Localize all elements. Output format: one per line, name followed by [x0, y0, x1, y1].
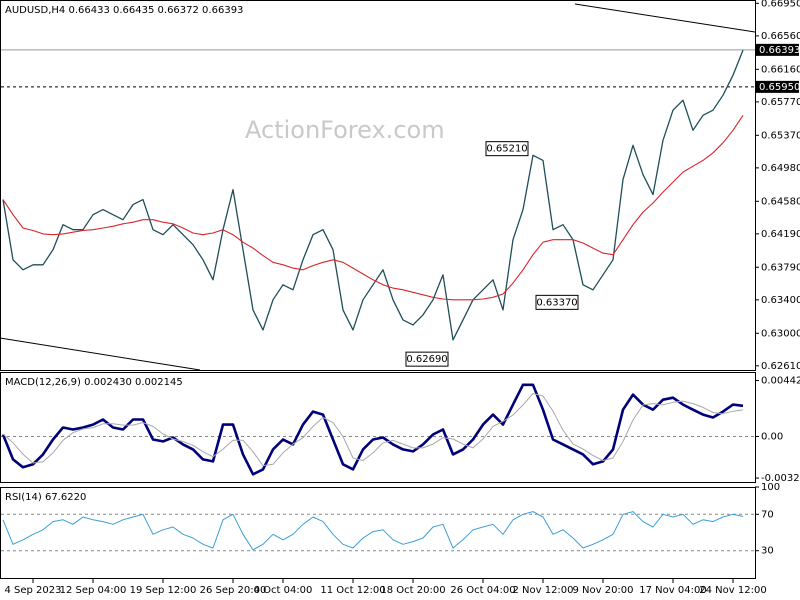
- y-tick-label: 100: [761, 482, 780, 493]
- price-tag: [756, 80, 799, 93]
- watermark: ActionForex.com: [245, 116, 445, 144]
- annotation-box: [405, 351, 449, 367]
- y-tick-label: 0.64980: [761, 163, 800, 174]
- y-tick-label: 0.63400: [761, 295, 800, 306]
- series-line: [2, 393, 744, 467]
- y-tick-label: 30: [761, 546, 774, 557]
- macd-panel: [0, 372, 756, 483]
- x-tick-label: 24 Nov 12:00: [699, 585, 766, 596]
- price-tag-label: 0.66393: [759, 45, 800, 56]
- y-tick-label: 0.63790: [761, 262, 800, 273]
- x-tick-label: 26 Sep 20:00: [200, 585, 267, 596]
- x-tick-label: 2 Nov 12:00: [512, 585, 573, 596]
- panel-title: AUDUSD,H4 0.66433 0.66435 0.66372 0.6639…: [5, 5, 243, 16]
- series-line: [2, 49, 744, 341]
- y-tick-label: 0.64190: [761, 229, 800, 240]
- x-tick-label: 18 Oct 20:00: [380, 585, 445, 596]
- y-tick-label: 0.66950: [761, 0, 800, 9]
- y-tick-label: 0.66160: [761, 64, 800, 75]
- annotation-label: 0.63370: [536, 297, 577, 308]
- y-tick-label: 0.62610: [761, 361, 800, 372]
- x-tick-label: 4 Sep 2023: [4, 585, 61, 596]
- x-tick-label: 17 Nov 04:00: [639, 585, 706, 596]
- series-line: [1, 383, 744, 476]
- annotation-box: [485, 141, 529, 157]
- annotation-label: 0.62690: [406, 354, 447, 365]
- x-tick-label: 19 Sep 12:00: [130, 585, 197, 596]
- y-tick-label: -0.003288: [761, 473, 800, 484]
- y-tick-label: 0.65370: [761, 130, 800, 141]
- trend-line: [574, 3, 756, 33]
- series-line: [2, 114, 744, 301]
- price-tag-label: 0.65950: [759, 82, 800, 93]
- panel-title: RSI(14) 67.6220: [5, 492, 86, 503]
- x-tick-label: 11 Oct 12:00: [320, 585, 385, 596]
- x-tick-label: 4 Oct 04:00: [254, 585, 313, 596]
- y-tick-label: 0.66560: [761, 31, 800, 42]
- x-tick-label: 26 Oct 04:00: [450, 585, 515, 596]
- y-tick-label: 0.00: [761, 431, 783, 442]
- rsi-panel: [0, 487, 756, 579]
- y-tick-label: 0.64580: [761, 196, 800, 207]
- y-tick-label: 0.63000: [761, 328, 800, 339]
- annotation-box: [535, 294, 579, 310]
- y-tick-label: 0.004427: [761, 376, 800, 387]
- y-tick-label: 0.65770: [761, 97, 800, 108]
- x-tick-label: 9 Nov 20:00: [572, 585, 633, 596]
- y-tick-label: 70: [761, 509, 774, 520]
- panel-title: MACD(12,26,9) 0.002430 0.002145: [5, 377, 183, 388]
- price-panel: [0, 0, 756, 371]
- annotation-label: 0.65210: [486, 144, 527, 155]
- price-tag: [756, 43, 799, 56]
- series-line: [2, 511, 744, 551]
- x-tick-label: 12 Sep 04:00: [60, 585, 127, 596]
- trend-line: [0, 337, 201, 371]
